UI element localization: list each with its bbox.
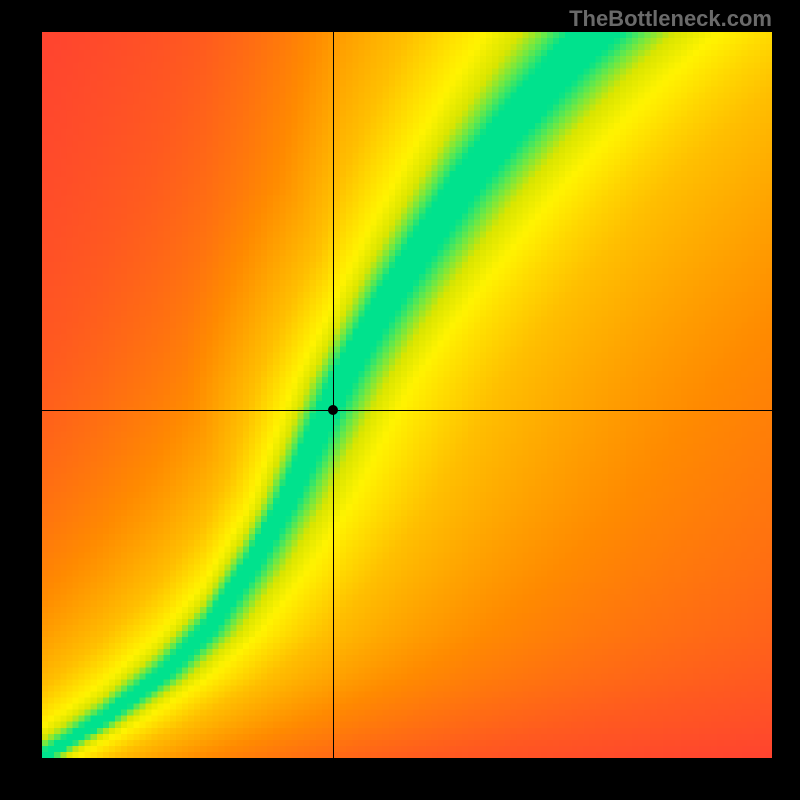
crosshair-horizontal	[42, 410, 772, 411]
crosshair-vertical	[333, 32, 334, 758]
watermark-text: TheBottleneck.com	[569, 6, 772, 32]
bottleneck-heatmap	[42, 32, 772, 758]
chart-container: TheBottleneck.com	[0, 0, 800, 800]
crosshair-marker	[328, 405, 338, 415]
